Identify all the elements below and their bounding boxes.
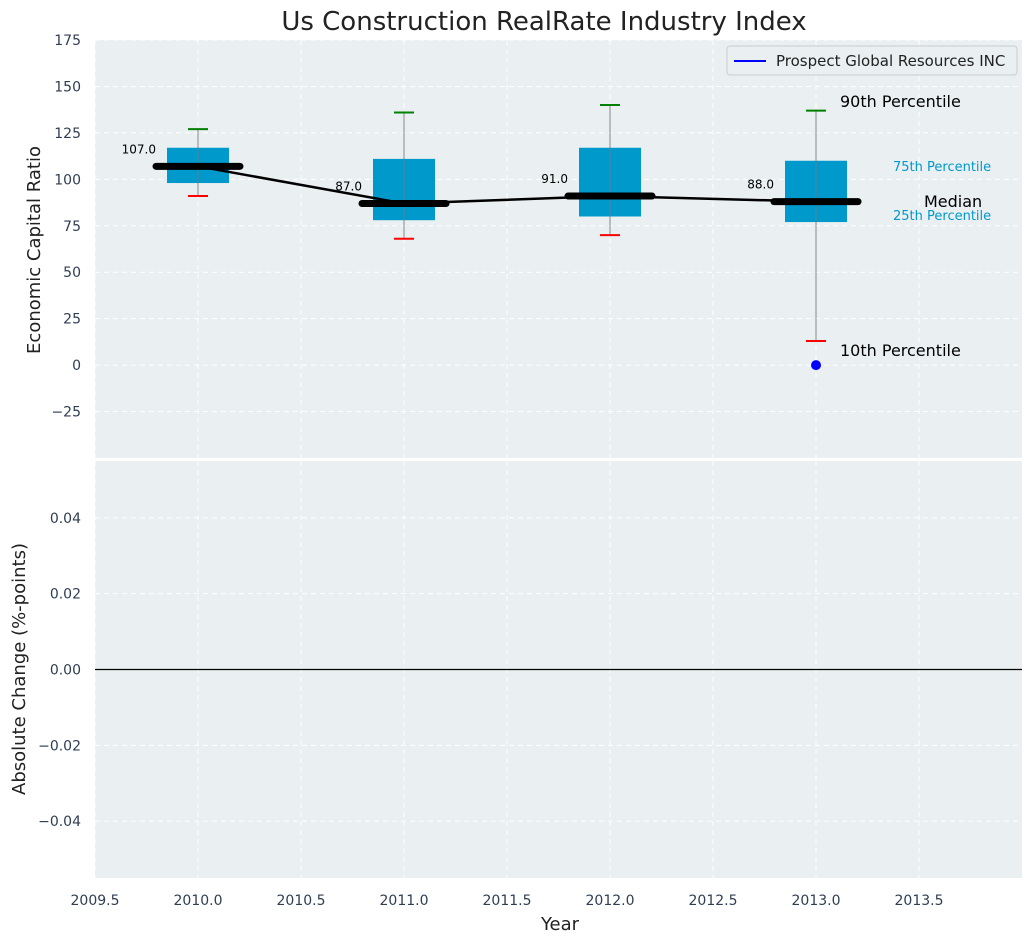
p10-annotation: 10th Percentile (840, 341, 961, 360)
bottom-y-tick-label: −0.04 (38, 814, 81, 830)
x-tick-label: 2013.5 (895, 893, 944, 909)
bottom-y-axis-title: Absolute Change (%-points) (9, 543, 30, 795)
x-tick-label: 2010.0 (174, 893, 223, 909)
bottom-y-tick-label: 0.04 (50, 511, 81, 527)
top-y-tick-label: 150 (54, 79, 81, 95)
x-tick-label: 2010.5 (277, 893, 326, 909)
x-axis-title: Year (540, 914, 580, 935)
top-y-tick-label: 125 (54, 126, 81, 142)
median-value-label: 107.0 (122, 142, 156, 156)
median-value-label: 88.0 (747, 178, 774, 192)
bottom-y-tick-label: 0.00 (50, 663, 81, 679)
legend: Prospect Global Resources INC (726, 45, 1018, 76)
legend-frame (726, 45, 1018, 76)
top-y-tick-label: 25 (63, 312, 81, 328)
x-tick-label: 2009.5 (71, 893, 120, 909)
top-panel: 175 150 125 100 75 50 25 0 −25 107.0 87.0 91.0 88.0 9… (51, 33, 1022, 458)
top-y-tick-label: −25 (51, 405, 81, 421)
top-y-tick-label: 75 (63, 219, 81, 235)
median-annotation: Median (924, 192, 982, 211)
x-tick-label: 2011.5 (483, 893, 532, 909)
p25-annotation: 25th Percentile (893, 209, 991, 224)
median-value-label: 91.0 (541, 172, 568, 186)
top-y-tick-label: 175 (54, 33, 81, 49)
bottom-y-tick-label: −0.02 (38, 738, 81, 754)
x-tick-label: 2012.5 (689, 893, 738, 909)
top-plot-background (95, 40, 1022, 458)
legend-label: Prospect Global Resources INC (776, 52, 1005, 70)
bottom-y-tick-label: 0.02 (50, 587, 81, 603)
bottom-panel: 2009.5 2010.0 2010.5 2011.0 2011.5 2012.0 2012… (38, 461, 1022, 909)
company-data-point (811, 360, 821, 371)
x-tick-label: 2011.0 (380, 893, 429, 909)
p90-annotation: 90th Percentile (840, 92, 961, 111)
x-tick-label: 2012.0 (586, 893, 635, 909)
top-y-tick-label: 100 (54, 172, 81, 188)
top-y-axis-title: Economic Capital Ratio (24, 146, 45, 354)
chart-title: Us Construction RealRate Industry Index (281, 7, 806, 37)
top-y-tick-label: 50 (63, 265, 81, 281)
median-trend-line (197, 165, 817, 205)
p75-annotation: 75th Percentile (893, 160, 991, 175)
x-tick-label: 2013.0 (792, 893, 841, 909)
top-y-tick-label: 0 (72, 358, 81, 374)
median-value-label: 87.0 (335, 179, 362, 193)
